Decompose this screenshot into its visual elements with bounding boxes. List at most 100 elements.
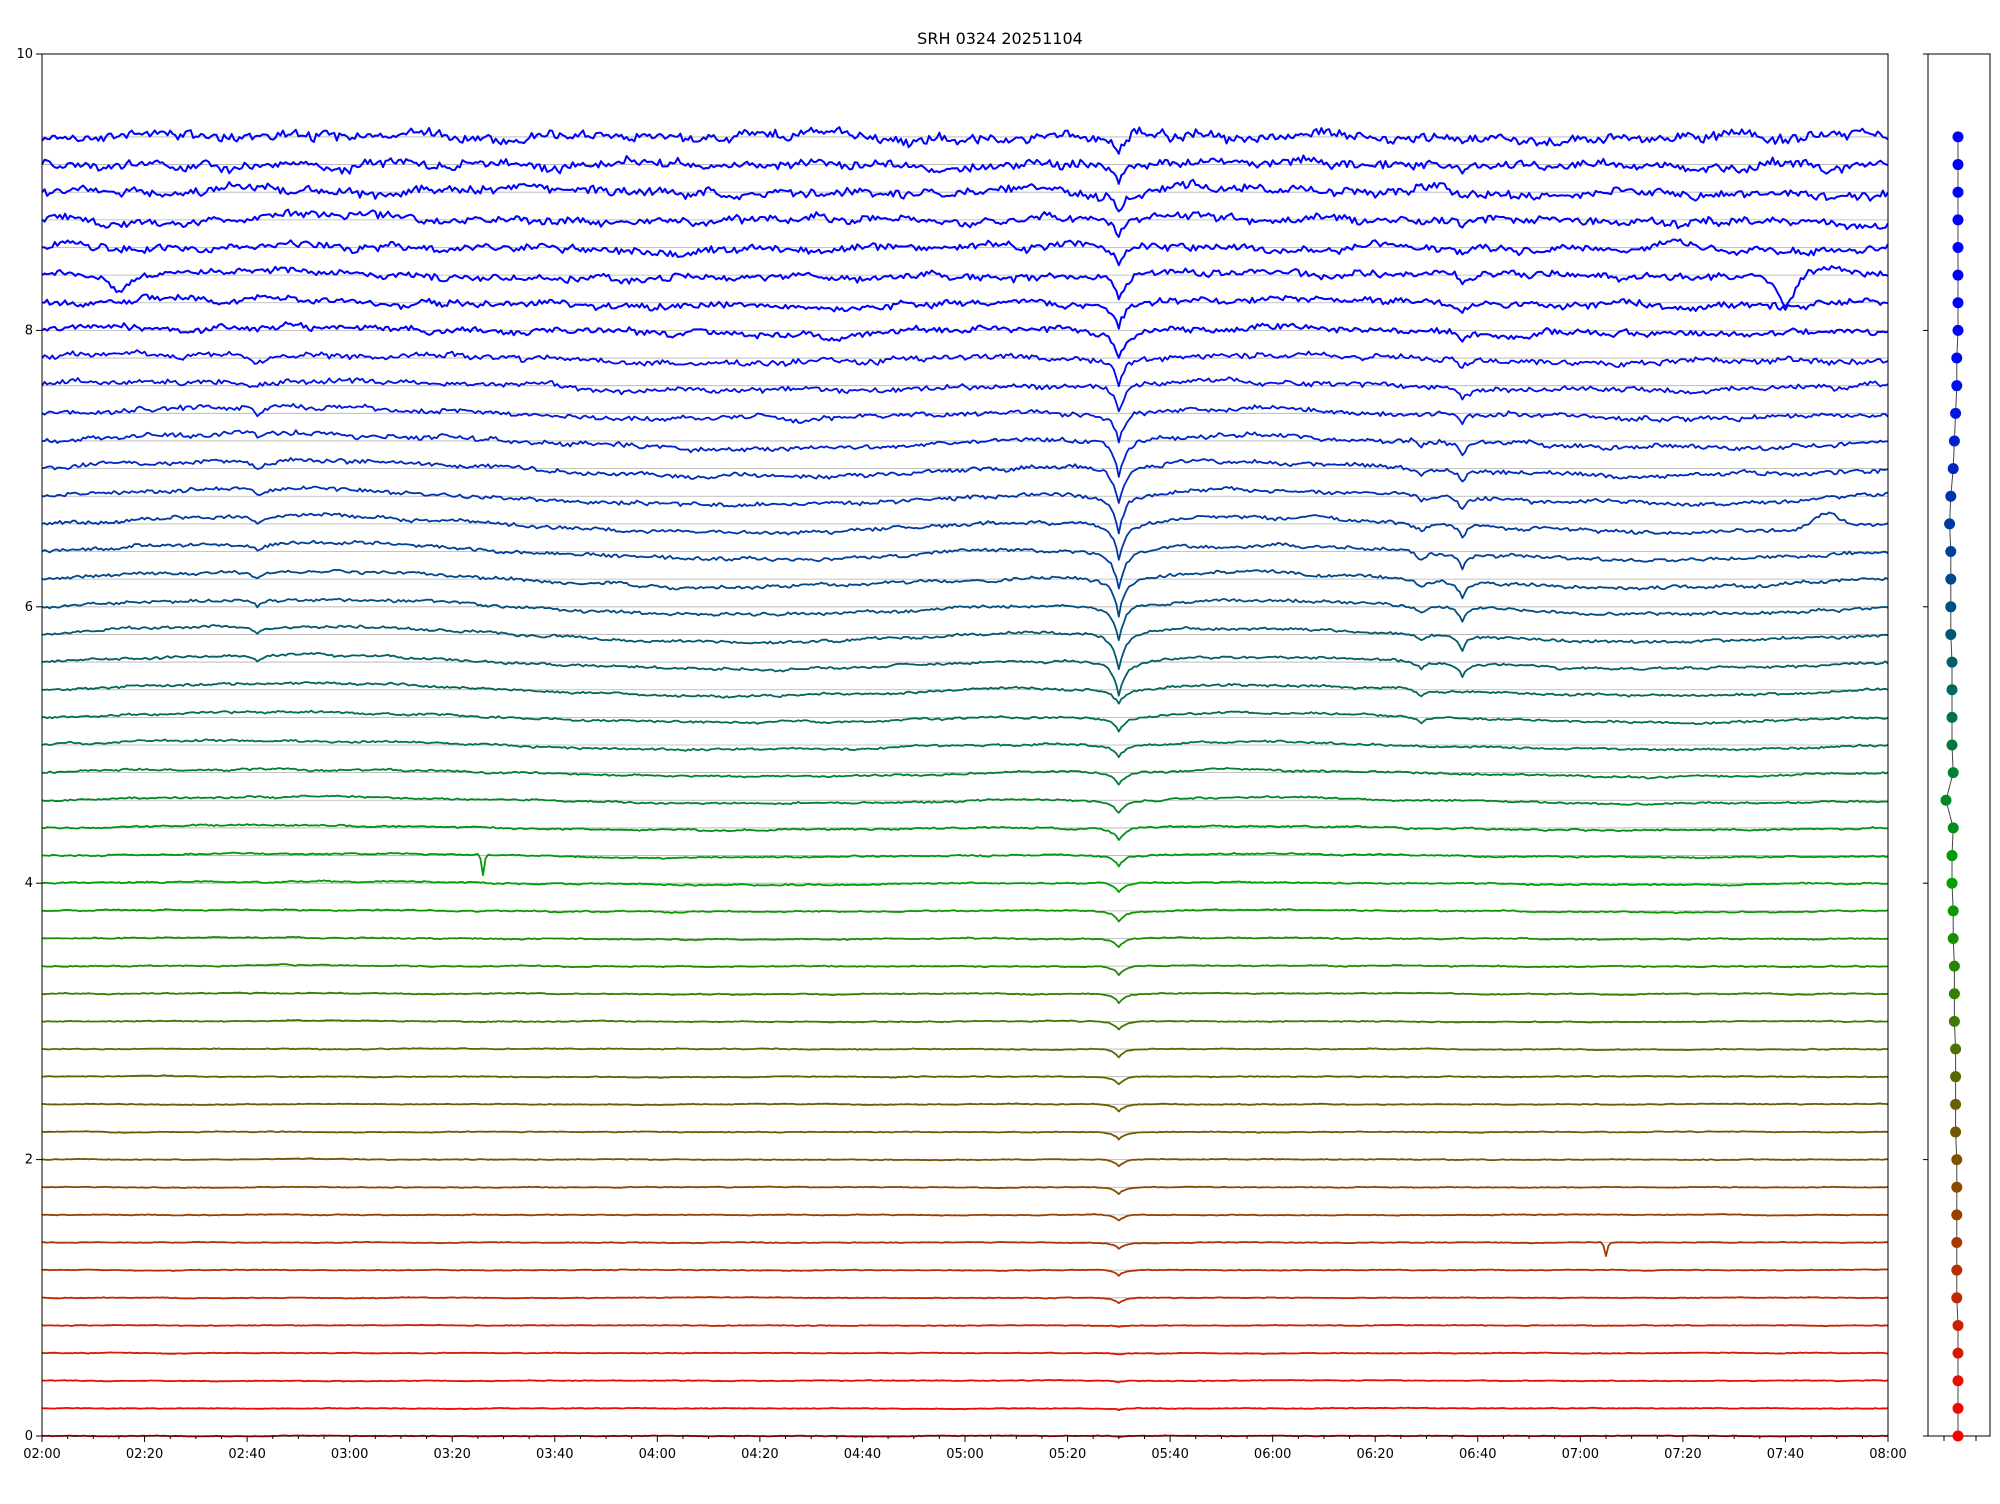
x-tick-label: 06:40 (1459, 1447, 1496, 1462)
series-line-3 (41, 1351, 1888, 1356)
side-point-29 (1945, 628, 1957, 640)
y-tick-label: 4 (25, 876, 33, 891)
x-tick-label: 02:20 (126, 1447, 163, 1462)
x-tick-label: 03:20 (433, 1447, 470, 1462)
side-point-38 (1951, 380, 1963, 392)
side-point-7 (1951, 1237, 1963, 1249)
series-line-25 (41, 738, 1889, 759)
side-point-44 (1952, 214, 1964, 226)
y-tick-label: 0 (25, 1429, 33, 1444)
series-line-19 (42, 908, 1889, 923)
side-point-10 (1951, 1154, 1963, 1166)
series-line-18 (41, 935, 1888, 948)
side-frame (1927, 53, 1991, 1437)
side-point-39 (1951, 352, 1963, 364)
series-line-4 (41, 1323, 1889, 1328)
x-tick-label: 04:20 (741, 1447, 778, 1462)
y-tick-label: 8 (25, 323, 33, 338)
x-tick-label: 07:00 (1562, 1447, 1599, 1462)
side-point-32 (1945, 546, 1957, 558)
side-point-25 (1946, 739, 1958, 751)
series-line-9 (41, 1185, 1889, 1195)
side-point-21 (1946, 850, 1958, 862)
x-tick-label: 05:00 (946, 1447, 983, 1462)
series-line-2 (41, 1379, 1889, 1384)
side-point-12 (1950, 1098, 1962, 1110)
series-line-38 (41, 376, 1889, 413)
chart-title: SRH 0324 20251104 (917, 29, 1083, 48)
series-line-24 (41, 767, 1889, 786)
side-point-33 (1944, 518, 1956, 530)
side-point-15 (1948, 1015, 1960, 1027)
y-tick-label: 2 (25, 1153, 33, 1168)
series-line-5 (41, 1296, 1889, 1305)
series-line-31 (41, 568, 1889, 618)
series-line-11 (41, 1130, 1889, 1141)
series-line-26 (41, 709, 1889, 733)
x-tick-label: 07:40 (1767, 1447, 1804, 1462)
series-line-34 (41, 485, 1889, 535)
series-line-16 (41, 991, 1889, 1004)
series-line-39 (41, 349, 1889, 388)
series-line-35 (41, 456, 1889, 504)
x-tick-label: 02:00 (23, 1447, 60, 1462)
side-point-45 (1952, 186, 1964, 198)
side-point-42 (1952, 269, 1964, 281)
series-line-36 (41, 429, 1889, 478)
series-line-33 (41, 511, 1889, 561)
series-line-46 (41, 154, 1889, 185)
side-point-34 (1945, 490, 1957, 502)
x-tick-label: 05:20 (1049, 1447, 1086, 1462)
series-line-42 (41, 265, 1889, 308)
series-line-41 (42, 293, 1889, 330)
side-point-14 (1950, 1043, 1962, 1055)
x-tick-label: 08:00 (1869, 1447, 1906, 1462)
side-point-31 (1945, 573, 1957, 585)
x-tick-label: 06:20 (1356, 1447, 1393, 1462)
side-point-8 (1951, 1209, 1963, 1221)
series-line-20 (41, 879, 1889, 893)
side-point-11 (1950, 1126, 1962, 1138)
series-line-6 (42, 1268, 1889, 1277)
side-point-17 (1948, 960, 1960, 972)
series-line-30 (41, 597, 1889, 642)
series-line-37 (41, 402, 1889, 444)
side-point-0 (1952, 1430, 1964, 1442)
series-line-43 (41, 238, 1889, 267)
side-point-19 (1947, 905, 1959, 917)
x-tick-label: 03:00 (331, 1447, 368, 1462)
plot-area: 02:00 02:20 02:40 03:00 03:20 03:40 04:00 04:20… (16, 47, 1906, 1462)
series-line-10 (41, 1157, 1889, 1168)
side-point-13 (1950, 1071, 1962, 1083)
x-tick-label: 07:20 (1664, 1447, 1701, 1462)
side-point-24 (1947, 767, 1959, 779)
side-point-46 (1952, 159, 1964, 171)
x-tick-label: 04:00 (639, 1447, 676, 1462)
series-line-27 (41, 681, 1889, 705)
side-point-6 (1951, 1264, 1963, 1276)
series-line-13 (41, 1074, 1889, 1086)
series-line-15 (41, 1019, 1889, 1031)
y-tick-label: 6 (25, 600, 33, 615)
side-point-41 (1952, 297, 1964, 309)
series-line-14 (41, 1047, 1889, 1059)
side-point-22 (1947, 822, 1959, 834)
x-tick-label: 02:40 (228, 1447, 265, 1462)
x-tick-label: 03:40 (536, 1447, 573, 1462)
side-point-16 (1948, 988, 1960, 1000)
y-tick-label: 10 (16, 47, 33, 62)
series-line-28 (41, 652, 1889, 697)
side-point-43 (1952, 241, 1964, 253)
side-point-23 (1940, 794, 1952, 806)
side-point-18 (1947, 932, 1959, 944)
series-line-44 (41, 208, 1889, 238)
series-line-21 (42, 851, 1889, 876)
side-point-37 (1950, 407, 1962, 419)
series-line-1 (41, 1406, 1889, 1411)
side-point-35 (1947, 463, 1959, 475)
side-point-5 (1951, 1292, 1963, 1304)
x-tick-label: 06:00 (1254, 1447, 1291, 1462)
side-point-9 (1951, 1181, 1963, 1193)
